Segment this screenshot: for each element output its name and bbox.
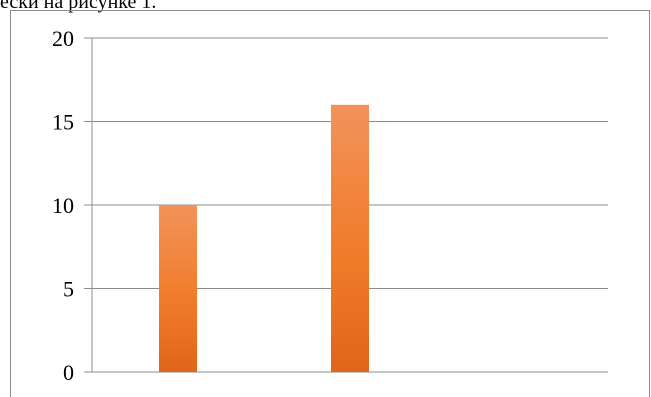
y-tick-label-5: 5 xyxy=(63,277,74,302)
y-tick-label-0: 0 xyxy=(63,360,74,385)
y-axis-tick-labels: 0 5 10 15 20 xyxy=(52,26,74,385)
y-tick-label-15: 15 xyxy=(52,110,74,135)
bars xyxy=(159,104,369,373)
y-tick-label-20: 20 xyxy=(52,26,74,51)
bar-2 xyxy=(331,104,369,373)
chart-frame xyxy=(10,10,650,397)
cropped-body-text: ески на рисунке 1. xyxy=(0,0,157,13)
y-tick-label-10: 10 xyxy=(52,193,74,218)
bar-1 xyxy=(159,205,197,372)
